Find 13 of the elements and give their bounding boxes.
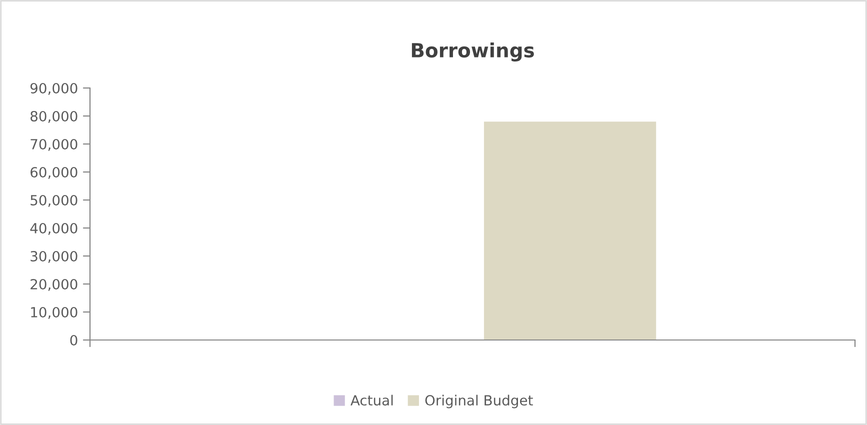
y-tick-label: 40,000 [30, 222, 78, 235]
y-tick-label: 20,000 [30, 278, 78, 291]
y-tick-label: 10,000 [31, 306, 78, 319]
y-tick-label: 50,000 [30, 194, 78, 207]
y-tick-label: 60,000 [30, 166, 78, 179]
y-tick-label: 70,000 [30, 138, 78, 151]
legend-label: Original Budget [425, 394, 533, 408]
y-tick-label: 0 [70, 334, 78, 346]
y-tick-label: 30,000 [30, 250, 78, 263]
y-tick-label: 90,000 [30, 82, 78, 95]
legend-label: Actual [350, 394, 393, 406]
chart-title: Borrowings [412, 42, 534, 62]
y-tick-label: 80,000 [30, 110, 78, 123]
